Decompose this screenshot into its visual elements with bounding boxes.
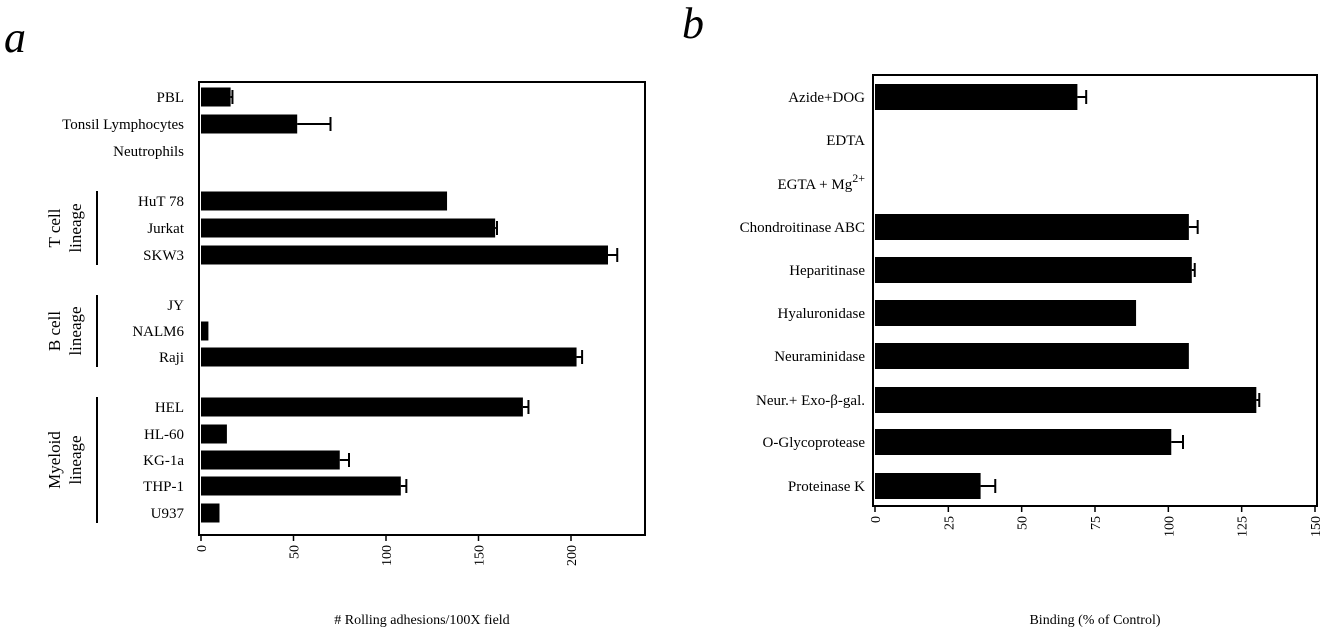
- category-label-nalm6: NALM6: [132, 324, 184, 340]
- bar-u937: [201, 503, 220, 523]
- bar-hel: [201, 397, 523, 417]
- category-label-hut-78: HuT 78: [138, 194, 184, 210]
- group-label-myeloid-line-2: lineage: [66, 435, 85, 484]
- category-label-proteinase-k: Proteinase K: [788, 479, 865, 495]
- group-label-myeloid-line-1: Myeloid: [45, 431, 64, 489]
- category-label-egta-mg: EGTA + Mg2+: [777, 171, 865, 193]
- category-label-o-glycoprotease: O-Glycoprotease: [763, 435, 866, 451]
- bar-raji: [201, 347, 577, 367]
- bar-pbl: [201, 87, 231, 107]
- category-label-heparitinase: Heparitinase: [789, 263, 865, 279]
- category-label-neur-exo-gal: Neur.+ Exo-β-gal.: [756, 393, 865, 409]
- panel-b-chart: Binding (% of Control) Azide+DOG EDTA EGTA…: [740, 74, 1320, 628]
- panel-a-letter: a: [4, 13, 26, 62]
- bar-tonsil-lymphocytes: [201, 114, 298, 134]
- x-tick-label-100: 100: [380, 545, 395, 566]
- category-label-neuraminidase: Neuraminidase: [774, 349, 865, 365]
- group-label-t-cell-line-1: T cell: [45, 208, 64, 247]
- bar-neuraminidase: [875, 343, 1189, 369]
- bar-neur-exo-gal: [875, 387, 1257, 413]
- category-label-edta: EDTA: [826, 133, 865, 149]
- panel-b-letter: b: [682, 0, 704, 48]
- bar-skw3: [201, 245, 608, 265]
- x-tick-label-75: 75: [1089, 516, 1104, 530]
- category-label-hel: HEL: [155, 400, 184, 416]
- bar-thp-1: [201, 476, 401, 496]
- category-label-jy: JY: [167, 298, 184, 314]
- x-tick-label-0: 0: [869, 516, 884, 523]
- category-label-kg-1a: KG-1a: [143, 453, 184, 469]
- x-tick-label-50: 50: [288, 545, 303, 559]
- category-label-raji: Raji: [159, 350, 184, 366]
- bar-hut-78: [201, 191, 448, 211]
- panel-a-x-axis-title: # Rolling adhesions/100X field: [334, 613, 509, 628]
- x-tick-label-50: 50: [1016, 516, 1031, 530]
- panel-a-plot-frame: [198, 81, 646, 536]
- x-tick-label-150: 150: [473, 545, 488, 566]
- bar-hl-60: [201, 424, 227, 444]
- x-tick-label-125: 125: [1236, 516, 1251, 537]
- category-label-azide-dog: Azide+DOG: [788, 90, 865, 106]
- x-tick-label-200: 200: [565, 545, 580, 566]
- bar-hyaluronidase: [875, 300, 1137, 326]
- category-label-pbl: PBL: [156, 90, 184, 106]
- category-label-thp-1: THP-1: [143, 479, 184, 495]
- bar-heparitinase: [875, 257, 1192, 283]
- bar-jurkat: [201, 218, 496, 238]
- panel-a-chart: # Rolling adhesions/100X field PBL Tonsil…: [45, 81, 646, 628]
- bar-nalm6: [201, 321, 209, 341]
- group-label-b-cell-line-2: lineage: [66, 306, 85, 355]
- category-label-u937: U937: [151, 506, 185, 522]
- x-tick-label-0: 0: [195, 545, 210, 552]
- category-label-chondroitinase-abc: Chondroitinase ABC: [740, 220, 865, 236]
- bar-o-glycoprotease: [875, 429, 1172, 455]
- bar-kg-1a: [201, 450, 340, 470]
- bar-azide-dog: [875, 84, 1078, 110]
- category-label-jurkat: Jurkat: [147, 221, 184, 237]
- panel-b-x-axis-title: Binding (% of Control): [1029, 613, 1160, 628]
- group-label-t-cell-line-2: lineage: [66, 203, 85, 252]
- group-label-b-cell-line-1: B cell: [45, 311, 64, 351]
- bar-chondroitinase-abc: [875, 214, 1189, 240]
- bar-proteinase-k: [875, 473, 981, 499]
- x-tick-label-25: 25: [942, 516, 957, 530]
- category-label-hl-60: HL-60: [144, 427, 184, 443]
- x-tick-label-100: 100: [1162, 516, 1177, 537]
- category-label-tonsil-lymphocytes: Tonsil Lymphocytes: [62, 117, 184, 133]
- x-tick-label-150: 150: [1309, 516, 1320, 537]
- category-label-skw3: SKW3: [143, 248, 184, 264]
- category-label-hyaluronidase: Hyaluronidase: [778, 306, 866, 322]
- category-label-neutrophils: Neutrophils: [113, 144, 184, 160]
